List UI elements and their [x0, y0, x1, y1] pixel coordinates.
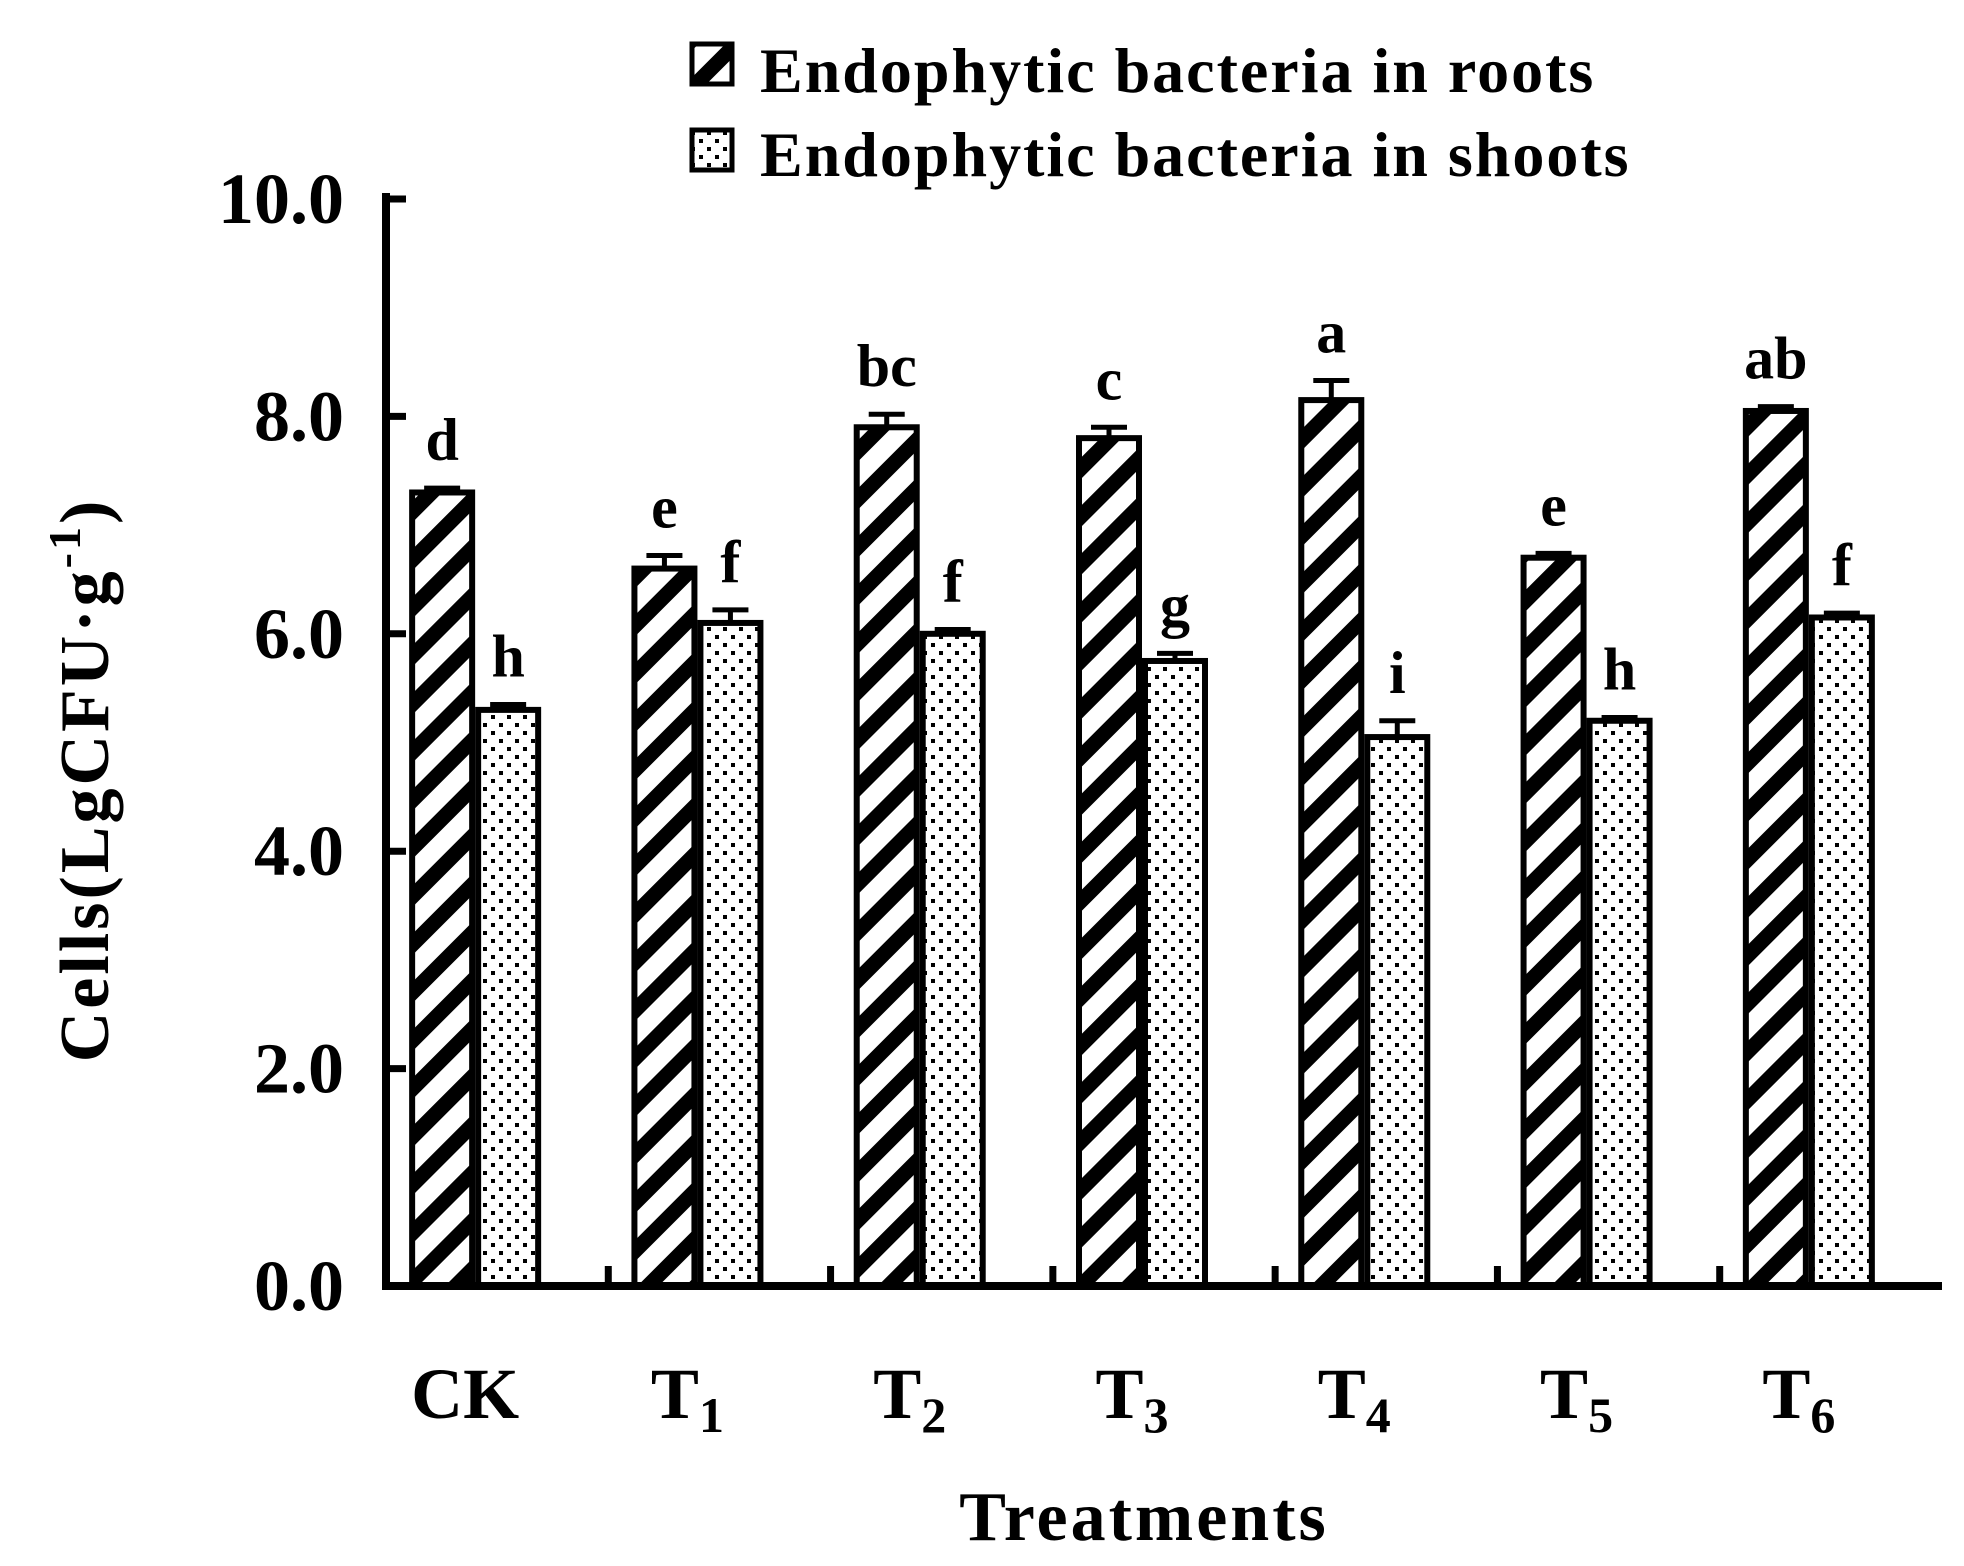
- category-label-main: T: [651, 1354, 699, 1434]
- category-label-subscript: 4: [1366, 1387, 1391, 1443]
- y-tick-label: 4.0: [254, 811, 344, 891]
- significance-letter: f: [1832, 532, 1853, 598]
- y-tick-label: 10.0: [218, 159, 344, 239]
- bar-roots: [1076, 435, 1142, 1289]
- category-label-subscript: 2: [921, 1387, 946, 1443]
- bar-shoots: [1586, 717, 1653, 1289]
- legend-item-roots: Endophytic bacteria in roots: [689, 35, 1595, 106]
- significance-letter: ab: [1744, 326, 1807, 392]
- bar-shoots: [1142, 657, 1208, 1289]
- legend-label-shoots: Endophytic bacteria in shoots: [760, 119, 1631, 190]
- category-label: T2: [873, 1354, 946, 1443]
- legend-label-roots: Endophytic bacteria in roots: [760, 35, 1595, 106]
- bar-shoots: [1364, 734, 1431, 1289]
- category-label-main: T: [873, 1354, 921, 1434]
- y-tick-label: 0.0: [254, 1246, 344, 1326]
- category-label: T3: [1095, 1354, 1168, 1443]
- significance-letter: i: [1389, 640, 1406, 706]
- y-tick-label: 8.0: [254, 376, 344, 456]
- category-label: T6: [1762, 1354, 1835, 1443]
- y-axis-title: Cells(LgCFU·g-1): [39, 498, 124, 1063]
- significance-letter: bc: [857, 333, 917, 399]
- significance-letter: f: [943, 548, 964, 614]
- bar-roots: [1298, 397, 1365, 1290]
- category-label: T1: [651, 1354, 724, 1443]
- significance-letter: c: [1096, 346, 1123, 412]
- legend: Endophytic bacteria in roots Endophytic …: [689, 35, 1631, 190]
- bar-shoots: [475, 706, 542, 1289]
- y-axis-label-close: ): [47, 498, 124, 524]
- category-label-main: T: [1095, 1354, 1143, 1434]
- category-label: T5: [1540, 1354, 1613, 1443]
- significance-letter: h: [1603, 636, 1636, 702]
- bar-roots: [1520, 554, 1587, 1289]
- category-label: T4: [1318, 1354, 1391, 1443]
- category-label-main: T: [1540, 1354, 1588, 1434]
- category-label: CK: [411, 1354, 519, 1434]
- category-label-subscript: 1: [699, 1387, 724, 1443]
- bar-shoots: [919, 630, 986, 1289]
- significance-letter: h: [491, 623, 524, 689]
- bar-roots: [853, 424, 920, 1289]
- category-label-subscript: 3: [1144, 1387, 1169, 1443]
- category-label-subscript: 6: [1810, 1387, 1835, 1443]
- bar-roots: [1742, 407, 1809, 1289]
- legend-swatch-roots: [689, 41, 735, 87]
- significance-letter: d: [425, 407, 458, 473]
- y-axis-label: Cells(LgCFU·g: [47, 568, 124, 1062]
- bar-shoots: [697, 619, 764, 1289]
- significance-letter: a: [1316, 300, 1346, 366]
- category-label-main: CK: [411, 1354, 519, 1434]
- svg-text:Cells(LgCFU·g-1): Cells(LgCFU·g-1): [39, 498, 124, 1063]
- y-tick-label: 2.0: [254, 1029, 344, 1109]
- x-axis-title: Treatments: [959, 1479, 1329, 1556]
- significance-letter: g: [1160, 572, 1190, 638]
- bar-roots: [631, 565, 698, 1289]
- category-label-main: T: [1318, 1354, 1366, 1434]
- y-tick-label: 6.0: [254, 594, 344, 674]
- legend-item-shoots: Endophytic bacteria in shoots: [689, 119, 1631, 190]
- significance-letter: f: [720, 529, 741, 595]
- y-axis-label-superscript: -1: [39, 524, 90, 568]
- category-label-main: T: [1762, 1354, 1810, 1434]
- y-axis-ticks: 0.0 2.0 4.0 6.0 8.0 10.0: [218, 159, 406, 1326]
- bar-shoots: [1808, 614, 1875, 1289]
- bar-roots: [409, 489, 476, 1289]
- legend-swatch-shoots: [689, 127, 735, 173]
- category-label-subscript: 5: [1588, 1387, 1613, 1443]
- category-labels: CK T1 T2 T3 T4 T5 T6: [411, 1354, 1835, 1443]
- significance-letter: e: [651, 475, 678, 541]
- significance-letter: e: [1540, 472, 1567, 538]
